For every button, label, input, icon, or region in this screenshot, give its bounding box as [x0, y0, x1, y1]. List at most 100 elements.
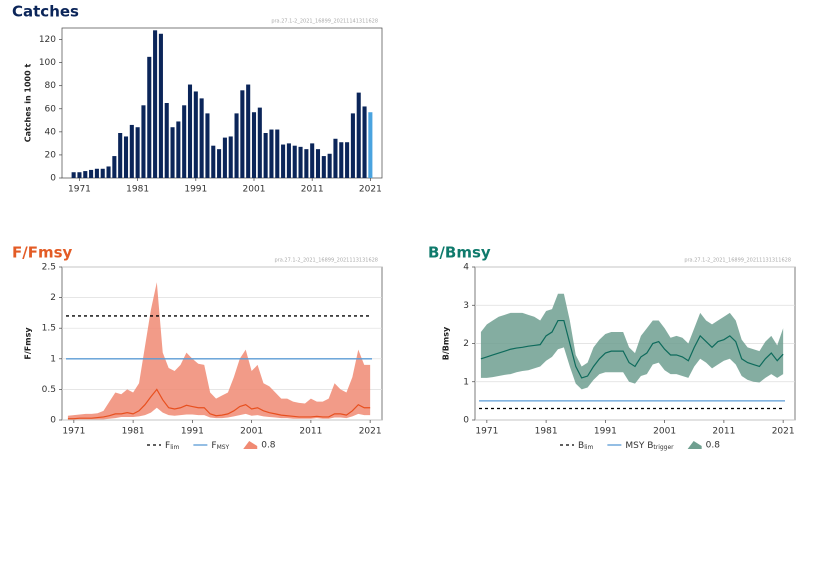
y-tick-label: 1 — [463, 377, 469, 387]
bar — [281, 144, 286, 178]
bar — [94, 168, 99, 178]
legend-name: MSY B — [625, 441, 653, 451]
chart-title: F/Fmsy — [12, 244, 73, 262]
bar — [350, 113, 355, 178]
chart-title: B/Bmsy — [428, 244, 491, 262]
bar — [286, 143, 291, 178]
x-tick-label: 1991 — [184, 185, 207, 195]
bar — [106, 166, 111, 178]
legend-label: Blim — [578, 441, 594, 451]
x-tick-label: 2011 — [301, 185, 324, 195]
legend-label: MSY Btrigger — [625, 441, 674, 451]
bar — [339, 142, 344, 178]
bar — [217, 149, 222, 178]
bar — [153, 30, 158, 178]
bar — [310, 143, 315, 178]
x-tick-label: 1971 — [475, 427, 498, 437]
bar — [211, 145, 216, 178]
x-tick-label: 1971 — [62, 427, 85, 437]
x-tick-label: 2021 — [359, 185, 382, 195]
y-tick-label: 40 — [45, 127, 57, 137]
legend-label: FMSY — [211, 441, 229, 451]
legend-subscript: lim — [584, 444, 593, 451]
bar — [141, 105, 146, 178]
bar — [257, 107, 262, 178]
y-axis-label: Catches in 1000 t — [24, 64, 33, 143]
data-line — [480, 319, 784, 379]
y-tick-label: 60 — [45, 104, 57, 114]
bar — [222, 137, 227, 178]
bar — [71, 172, 76, 178]
bar — [112, 156, 117, 178]
bar — [164, 103, 169, 178]
bar — [199, 98, 204, 178]
bar — [187, 84, 193, 178]
y-tick-label: 0 — [50, 416, 56, 426]
data-line — [67, 388, 371, 420]
y-tick-label: 2 — [463, 339, 469, 349]
bar — [193, 91, 198, 178]
y-tick-label: 100 — [39, 58, 56, 68]
bar — [304, 149, 309, 178]
legend-name: F — [165, 441, 170, 451]
watermark: pra.27.1-2_2021_16899_2021113131628 — [275, 258, 379, 264]
x-tick-label: 1991 — [594, 427, 617, 437]
x-tick-label: 2021 — [772, 427, 795, 437]
legend-subscript: trigger — [653, 444, 674, 451]
bar — [176, 121, 181, 178]
y-tick-label: 1.5 — [42, 324, 56, 334]
x-tick-label: 2001 — [243, 185, 266, 195]
bar — [362, 106, 367, 178]
y-tick-label: 1 — [50, 354, 56, 364]
bar — [345, 142, 350, 178]
legend-subscript: MSY — [217, 444, 230, 451]
legend-swatch — [687, 441, 702, 449]
bar — [77, 172, 82, 178]
bar — [269, 129, 274, 178]
x-tick-label: 1981 — [122, 427, 145, 437]
bar — [182, 105, 187, 178]
bar — [292, 145, 297, 178]
chart-title: Catches — [12, 3, 79, 21]
bar — [158, 33, 163, 179]
y-axis-label: B/Bmsy — [442, 326, 451, 360]
y-tick-label: 2 — [50, 293, 56, 303]
confidence-band — [480, 293, 784, 390]
plot-frame — [61, 27, 383, 179]
bar — [263, 133, 268, 178]
bar — [228, 136, 233, 178]
bar — [368, 112, 373, 178]
y-tick-label: 80 — [45, 81, 57, 91]
bar — [356, 92, 361, 178]
legend-label: Flim — [165, 441, 180, 451]
bar — [234, 113, 239, 178]
x-tick-label: 1981 — [126, 185, 149, 195]
bar — [298, 146, 303, 178]
bar — [135, 127, 140, 178]
y-axis-label: F/Fmsy — [24, 327, 33, 360]
bar — [327, 153, 332, 178]
bar — [333, 138, 338, 178]
bar — [170, 127, 175, 178]
confidence-band — [67, 282, 371, 420]
bar — [275, 129, 280, 178]
legend-name: B — [578, 441, 584, 451]
bar — [118, 133, 123, 178]
bar — [251, 112, 257, 178]
y-tick-label: 0 — [463, 416, 469, 426]
y-tick-label: 3 — [463, 301, 469, 311]
y-tick-label: 4 — [463, 263, 469, 273]
x-tick-label: 1991 — [181, 427, 204, 437]
watermark: pra.27.1-2_2021_16899_20211141311628 — [271, 19, 378, 25]
x-tick-label: 2001 — [240, 427, 263, 437]
watermark: pra.27.1-2_2021_16899_20211131311628 — [684, 258, 791, 264]
x-tick-label: 1981 — [535, 427, 558, 437]
legend-label: 0.8 — [706, 441, 721, 451]
bar — [100, 168, 105, 178]
bar — [83, 171, 88, 178]
legend-label: 0.8 — [261, 441, 276, 451]
y-tick-label: 0.5 — [42, 385, 56, 395]
y-tick-label: 20 — [45, 150, 57, 160]
bar — [123, 136, 129, 178]
